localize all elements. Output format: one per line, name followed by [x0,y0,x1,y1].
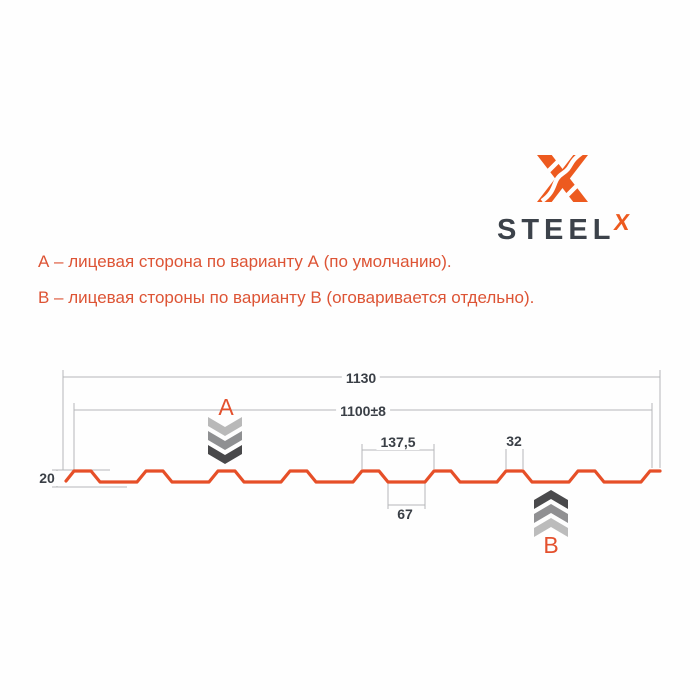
side-a-label: А [218,394,234,420]
variant-b-chevron-icon [534,490,568,537]
profile-drawing [30,360,680,580]
variant-a-chevron-icon [208,417,242,464]
profile-drawing-svg [52,370,662,537]
brand-sup-x: X [612,209,632,235]
brand-name: STEEL [497,214,616,246]
dimension-lines [52,370,661,509]
dim-height: 20 [35,471,59,486]
side-b-label: В [543,532,559,558]
dim-rib-bottom: 67 [393,507,417,522]
dim-rib-pitch: 137,5 [376,435,420,450]
sheet-profile-path [64,469,662,484]
dim-rib-top: 32 [502,434,526,449]
brand-x-knot-icon [537,150,588,203]
brand-logo: STEELX [480,140,670,250]
brand-wordmark: STEELX [497,209,632,247]
note-variant-b: В – лицевая стороны по варианту В (огова… [38,288,535,307]
note-variant-a: А – лицевая сторона по варианту А (по ум… [38,252,452,271]
dim-cover-width: 1100±8 [336,404,390,419]
dim-total-width: 1130 [341,371,381,386]
